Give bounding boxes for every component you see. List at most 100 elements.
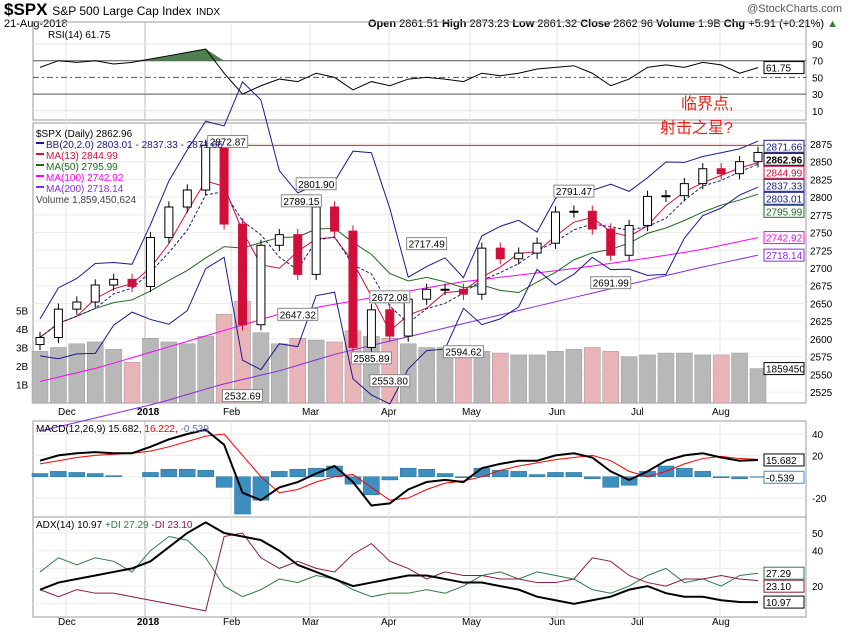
rsi-tick: 50 bbox=[812, 73, 824, 84]
legend-swatch bbox=[36, 153, 44, 155]
volume-bar bbox=[584, 347, 601, 404]
legend-swatch bbox=[36, 164, 44, 166]
macd-value-label: -0.539 bbox=[766, 473, 795, 484]
volume-bar bbox=[731, 352, 748, 404]
rsi-value-box bbox=[763, 61, 805, 75]
candle-body bbox=[458, 288, 468, 295]
x-axis-label: 2018 bbox=[137, 617, 160, 628]
volume-bar bbox=[289, 338, 306, 404]
candle-body bbox=[201, 144, 211, 191]
price-value-label: 2837.33 bbox=[766, 181, 803, 192]
price-tick: 2850 bbox=[810, 158, 833, 169]
candle-body bbox=[164, 206, 174, 239]
candle-body bbox=[127, 278, 137, 287]
price-callout-box bbox=[590, 276, 632, 290]
macd-histogram-bar bbox=[547, 472, 564, 477]
volume-bar bbox=[215, 313, 233, 404]
price-value-label: 2742.92 bbox=[766, 234, 803, 245]
adx-panel bbox=[32, 516, 807, 618]
volume-value-label: 1859450 bbox=[766, 365, 805, 376]
candle-body bbox=[477, 247, 487, 295]
volume-bar bbox=[492, 352, 509, 404]
macd-legend-part: 16.222, bbox=[144, 424, 180, 435]
ma13-line bbox=[39, 162, 759, 338]
macd-histogram-bar bbox=[215, 476, 233, 488]
x-axis-label: Aug bbox=[712, 407, 730, 418]
x-axis-label: Feb bbox=[223, 407, 241, 418]
x-axis-label: Jun bbox=[549, 617, 565, 628]
adx-tick: 40 bbox=[812, 547, 824, 558]
x-axis-label: Dec bbox=[58, 407, 76, 418]
adx-value-box bbox=[763, 566, 805, 580]
rsi-value-label: 61.75 bbox=[766, 64, 791, 75]
x-axis-label: May bbox=[462, 617, 481, 628]
macd-histogram-bar bbox=[418, 468, 435, 477]
bb-upper-line bbox=[39, 80, 759, 320]
candle-body bbox=[330, 206, 340, 232]
price-callout: 2594.62 bbox=[445, 348, 482, 359]
macd-histogram-bar bbox=[86, 473, 104, 477]
up-arrow-icon: ▲ bbox=[827, 18, 838, 30]
candle-body bbox=[35, 336, 45, 346]
price-callout: 2789.15 bbox=[283, 197, 320, 208]
price-callout-box bbox=[553, 184, 595, 198]
adx-value-label: 23.10 bbox=[766, 582, 791, 593]
volume-bar bbox=[676, 352, 693, 404]
price-value-box bbox=[763, 204, 805, 218]
x-axis-label: Jul bbox=[631, 407, 644, 418]
price-value-label: 2718.14 bbox=[766, 251, 803, 262]
macd-histogram-bar bbox=[510, 471, 527, 477]
price-callout-box bbox=[369, 290, 411, 304]
price-tick: 2600 bbox=[810, 335, 833, 346]
price-value-box bbox=[763, 139, 805, 153]
volume-bar bbox=[565, 349, 583, 404]
price-value-label: 2871.66 bbox=[766, 142, 803, 153]
volume-bar bbox=[694, 354, 712, 404]
rsi-tick: 30 bbox=[812, 90, 824, 101]
macd-histogram-bar bbox=[68, 472, 86, 477]
macd-histogram-bar bbox=[602, 476, 619, 488]
price-callout-box bbox=[442, 345, 484, 359]
volume-bar bbox=[31, 350, 49, 404]
price-tick: 2650 bbox=[810, 299, 833, 310]
rsi-tick: 90 bbox=[812, 40, 824, 51]
adx-legend-part: -DI 23.10 bbox=[151, 520, 193, 531]
macd-histogram-bar bbox=[565, 472, 583, 477]
quote-summary: Open 2861.51 High 2873.23 Low 2861.32 Cl… bbox=[367, 18, 838, 30]
adx-value-box bbox=[763, 579, 805, 593]
macd-histogram-bar bbox=[712, 476, 730, 479]
volume-bar bbox=[528, 354, 546, 404]
volume-bar bbox=[252, 332, 270, 404]
minus-di-line bbox=[39, 532, 759, 612]
price-callout: 2717.49 bbox=[409, 240, 446, 251]
legend-ma100: MA(100) 2742.92 bbox=[46, 173, 124, 184]
candle-body bbox=[679, 183, 689, 197]
volume-bar bbox=[179, 343, 196, 404]
plus-di-line bbox=[39, 536, 759, 598]
macd-tick: 20 bbox=[812, 451, 824, 462]
macd-tick: 40 bbox=[812, 430, 824, 441]
volume-tick: 5B bbox=[16, 307, 29, 318]
price-callout: 2532.69 bbox=[225, 392, 262, 403]
price-tick: 2750 bbox=[810, 229, 833, 240]
price-tick: 2525 bbox=[810, 388, 833, 399]
candle-body bbox=[274, 234, 284, 246]
candle-body bbox=[698, 168, 708, 185]
volume-bar bbox=[68, 343, 86, 404]
macd-line bbox=[39, 428, 759, 507]
volume-tick: 2B bbox=[16, 362, 29, 373]
macd-histogram-bar bbox=[528, 474, 546, 477]
rsi-overbought-fill bbox=[40, 49, 758, 61]
candle-body bbox=[385, 309, 395, 337]
macd-histogram-bar bbox=[271, 471, 288, 477]
brand-logo[interactable]: @StockCharts.com bbox=[747, 3, 842, 15]
price-callout-box bbox=[295, 177, 337, 191]
x-axis-label: May bbox=[462, 407, 481, 418]
volume-bar bbox=[473, 350, 491, 404]
x-axis-label: Jul bbox=[631, 617, 644, 628]
volume-tick: 1B bbox=[16, 381, 29, 392]
volume-bar bbox=[510, 354, 527, 404]
price-callout: 2553.80 bbox=[372, 377, 409, 388]
